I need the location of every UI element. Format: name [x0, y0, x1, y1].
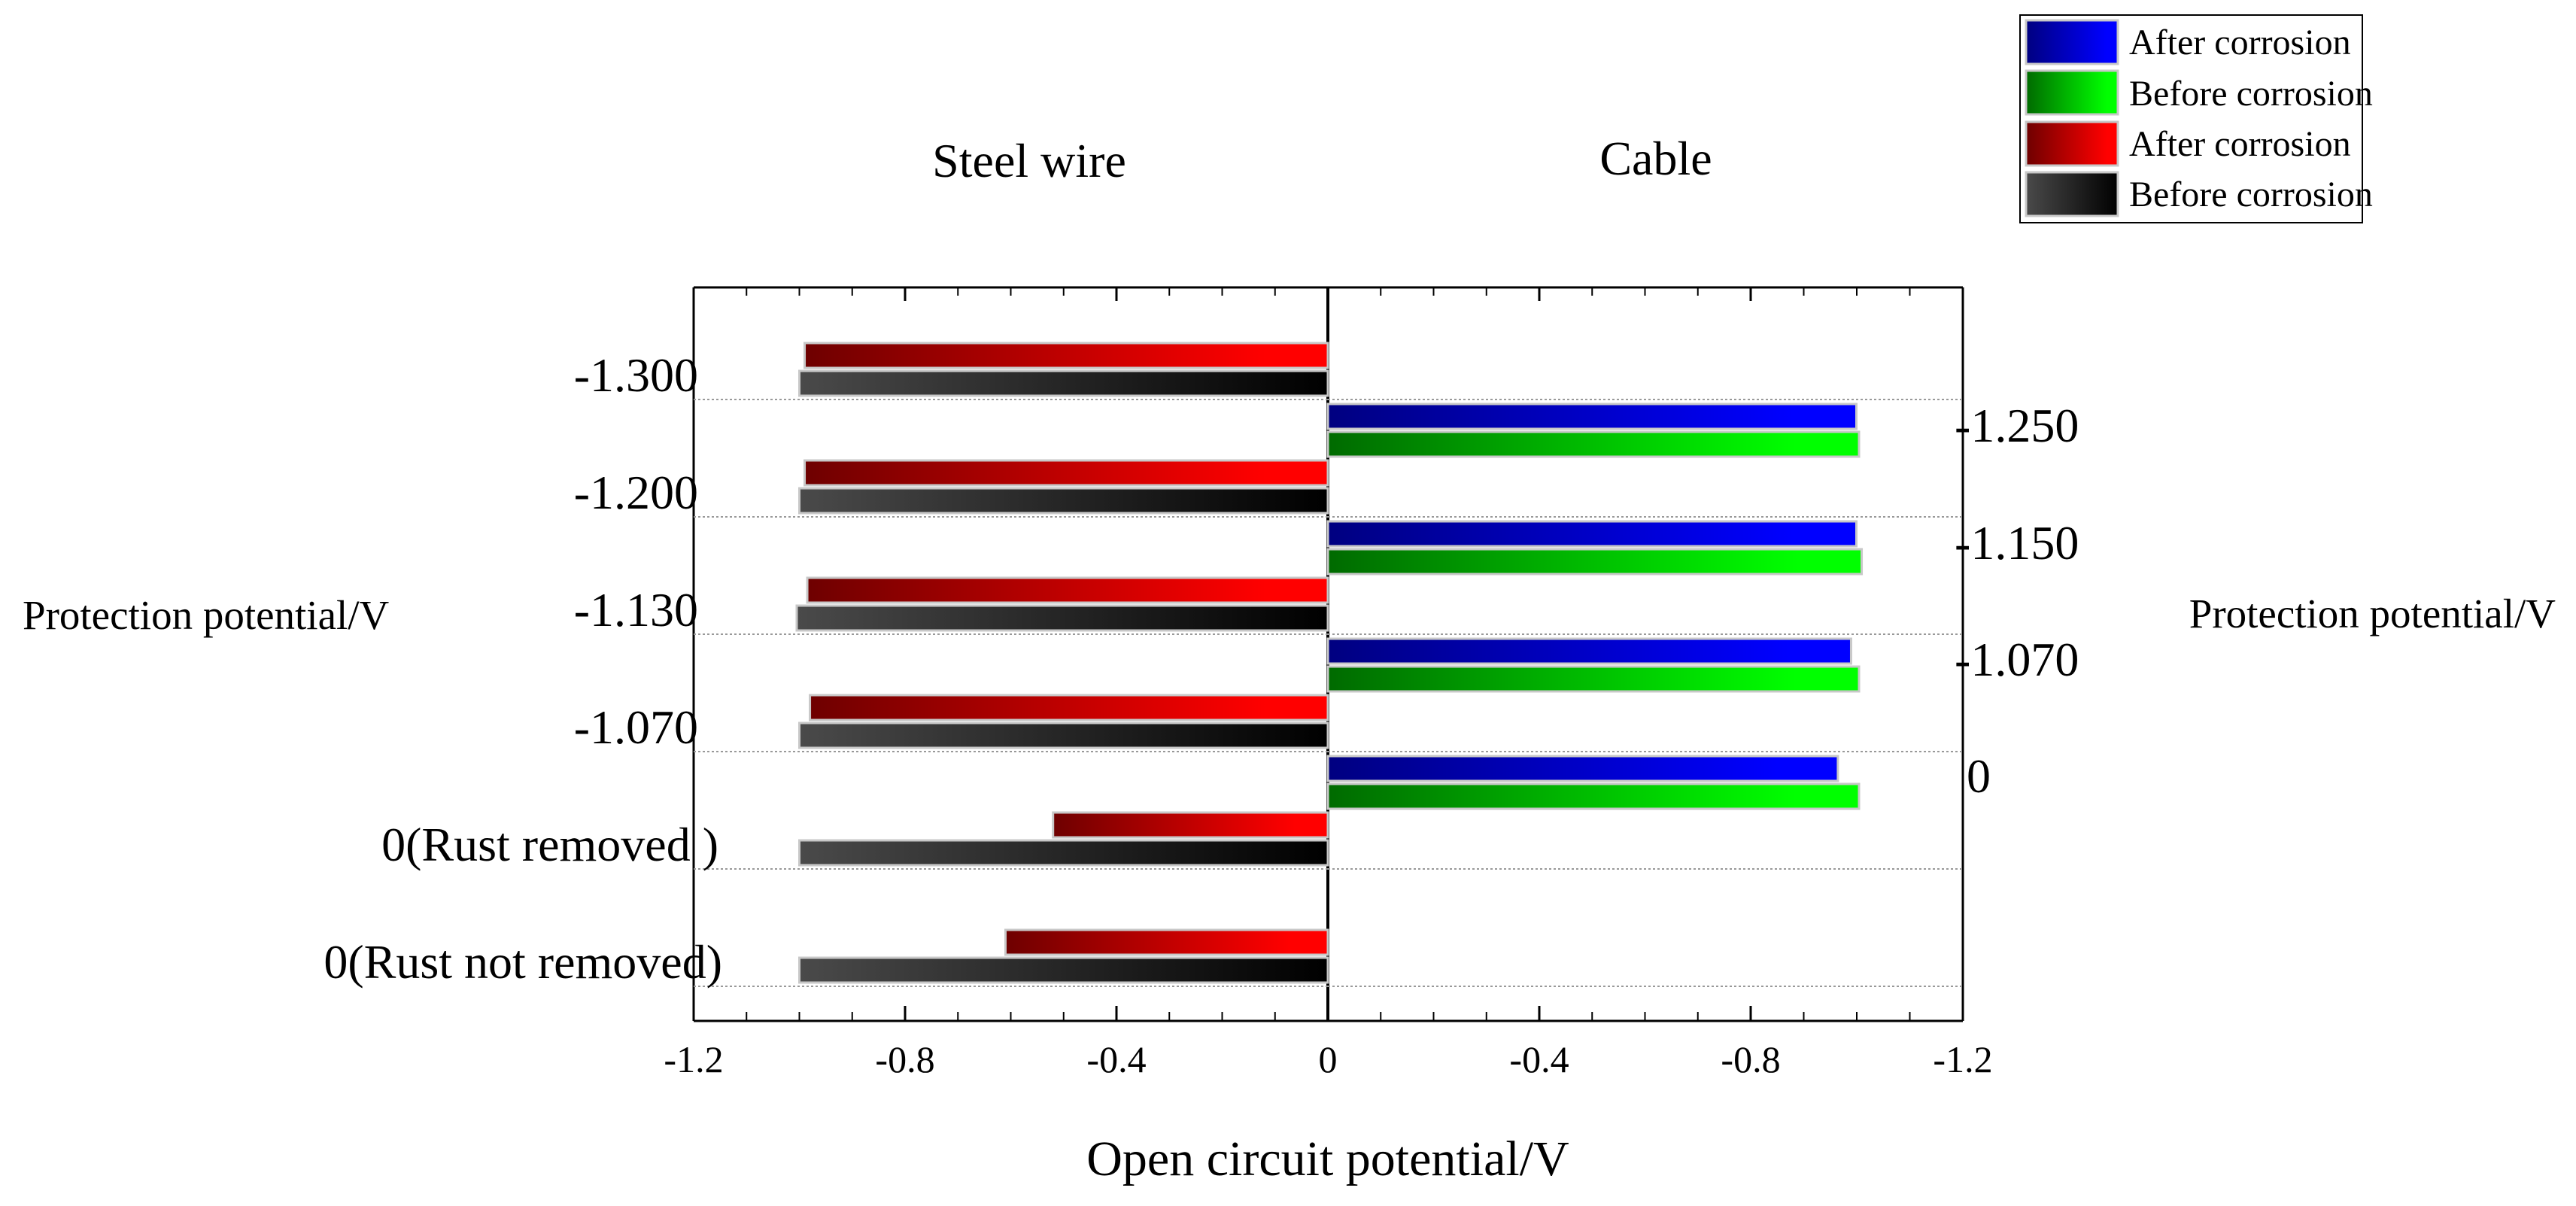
category-label-cable: -1.250	[1955, 399, 2079, 452]
x-axis-label: Open circuit potential/V	[1086, 1132, 1569, 1186]
x-tick-label: -0.4	[1086, 1038, 1146, 1080]
bar-steel-wire-before	[798, 839, 1329, 867]
x-tick-label: -1.2	[1933, 1038, 1992, 1080]
bar-steel-wire-after	[809, 694, 1329, 721]
bar-cable-before	[1326, 430, 1861, 458]
category-label-steel-wire: 0(Rust removed )	[381, 818, 718, 871]
bar-cable-after	[1326, 520, 1858, 548]
bar-steel-wire-before	[795, 604, 1329, 632]
bar-steel-wire-before	[798, 721, 1329, 749]
legend: After corrosion Before corrosion After c…	[2019, 14, 2373, 223]
panel-title-cable: Cable	[1599, 132, 1712, 185]
bar-cable-before	[1326, 665, 1861, 693]
x-tick-label: -0.4	[1509, 1038, 1569, 1080]
category-label-steel-wire: -1.070	[574, 700, 698, 754]
y-axis-label-right: Protection potential/V	[2189, 591, 2556, 636]
bar-steel-wire-after	[1004, 928, 1329, 956]
x-tick-label: -0.8	[1721, 1038, 1780, 1080]
bar-steel-wire-before	[798, 487, 1329, 515]
gridlines	[694, 399, 1963, 987]
panel-title-steel-wire: Steel wire	[932, 134, 1126, 187]
bars	[795, 342, 1864, 984]
legend-swatch-green	[2025, 69, 2119, 116]
category-label-steel-wire: -1.130	[574, 583, 698, 636]
legend-label: Before corrosion	[2129, 175, 2373, 214]
category-label-steel-wire: -1.300	[574, 348, 698, 402]
legend-swatch-red	[2025, 120, 2119, 167]
category-label-cable: -1.070	[1955, 633, 2079, 686]
axis-ticks: -1.2 -0.8 -0.4 0 -0.4 -0.8 -1.2	[664, 287, 1993, 1080]
bar-steel-wire-after	[1052, 811, 1329, 839]
category-label-cable: -1.150	[1955, 516, 2079, 570]
bar-cable-after	[1326, 403, 1858, 430]
legend-swatch-blue	[2025, 19, 2119, 65]
y-axis-label-left: Protection potential/V	[23, 592, 390, 638]
bar-steel-wire-before	[798, 369, 1329, 397]
bar-cable-after	[1326, 637, 1852, 665]
bar-steel-wire-after	[803, 342, 1329, 369]
bar-cable-before	[1326, 548, 1864, 576]
bar-cable-after	[1326, 755, 1839, 782]
bar-steel-wire-before	[798, 956, 1329, 984]
legend-label: After corrosion	[2129, 124, 2351, 164]
category-label-steel-wire: 0(Rust not removed)	[324, 935, 722, 989]
bar-steel-wire-after	[806, 576, 1329, 604]
bar-cable-before	[1326, 782, 1861, 810]
legend-label: Before corrosion	[2129, 74, 2373, 114]
bar-steel-wire-after	[803, 459, 1329, 487]
category-label-steel-wire: -1.200	[574, 466, 698, 519]
category-label-cable: 0	[1967, 749, 1991, 803]
x-tick-label: 0	[1319, 1038, 1338, 1080]
category-labels: -1.300 -1.200 -1.130 -1.070 0(Rust removed )…	[324, 348, 2079, 989]
x-tick-label: -1.2	[664, 1038, 723, 1080]
x-tick-label: -0.8	[875, 1038, 934, 1080]
legend-swatch-black	[2025, 171, 2119, 217]
legend-label: After corrosion	[2129, 23, 2351, 62]
